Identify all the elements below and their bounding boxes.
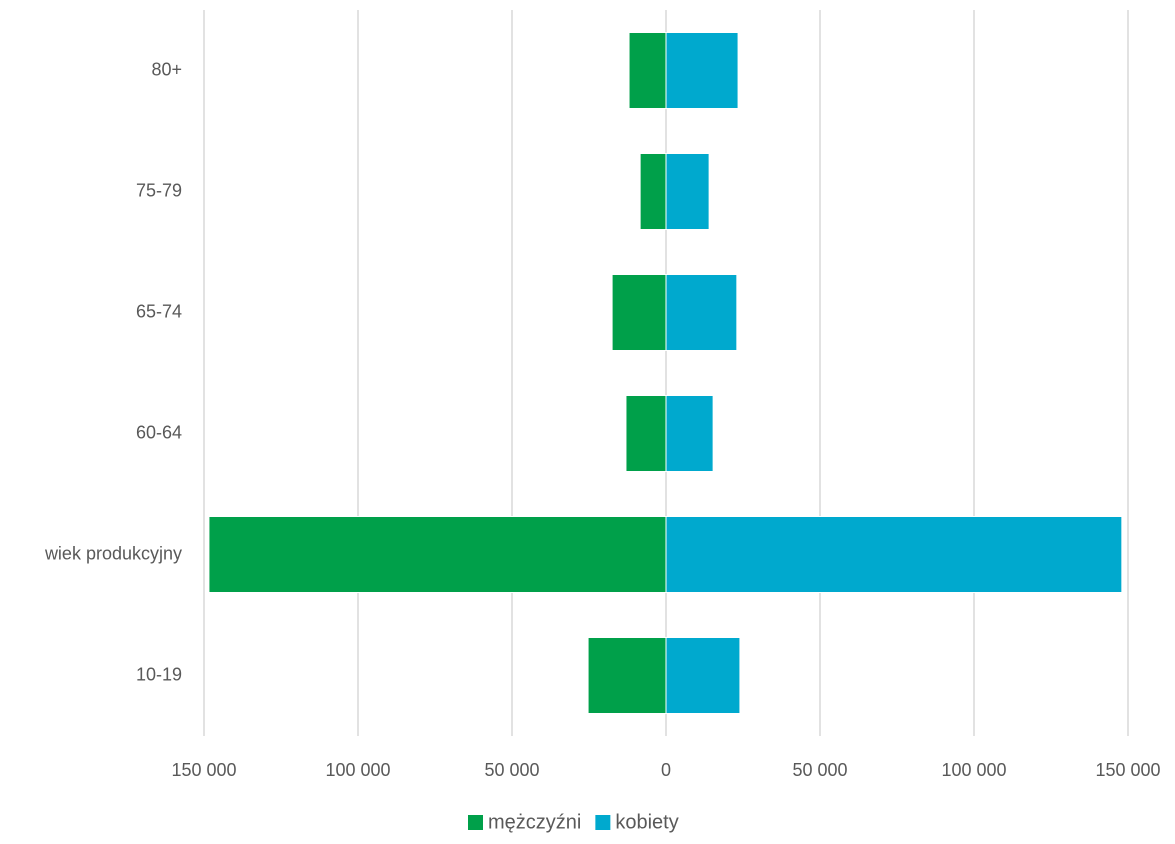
x-tick-label: 50 000: [792, 760, 847, 780]
legend-label: mężczyźni: [488, 811, 581, 833]
bar: [665, 153, 710, 230]
x-tick-label: 50 000: [484, 760, 539, 780]
bar: [208, 516, 667, 593]
y-tick-label: wiek produkcyjny: [44, 543, 182, 563]
x-tick-label: 150 000: [171, 760, 236, 780]
bar: [665, 637, 741, 714]
bar: [639, 153, 667, 230]
legend-swatch: [595, 815, 611, 830]
bar: [611, 274, 667, 351]
y-tick-label: 80+: [151, 59, 182, 79]
y-tick-label: 10-19: [136, 664, 182, 684]
bar: [587, 637, 667, 714]
y-tick-label: 60-64: [136, 422, 182, 442]
bar: [665, 516, 1123, 593]
x-tick-label: 100 000: [941, 760, 1006, 780]
legend-label: kobiety: [615, 811, 678, 833]
y-tick-label: 75-79: [136, 180, 182, 200]
bar: [665, 274, 738, 351]
x-tick-label: 150 000: [1095, 760, 1160, 780]
bar: [665, 32, 739, 109]
x-tick-label: 0: [661, 760, 671, 780]
bar: [628, 32, 667, 109]
legend-swatch: [468, 815, 483, 830]
x-tick-label: 100 000: [325, 760, 390, 780]
bar: [625, 395, 667, 472]
bar: [665, 395, 714, 472]
y-tick-label: 65-74: [136, 301, 182, 321]
